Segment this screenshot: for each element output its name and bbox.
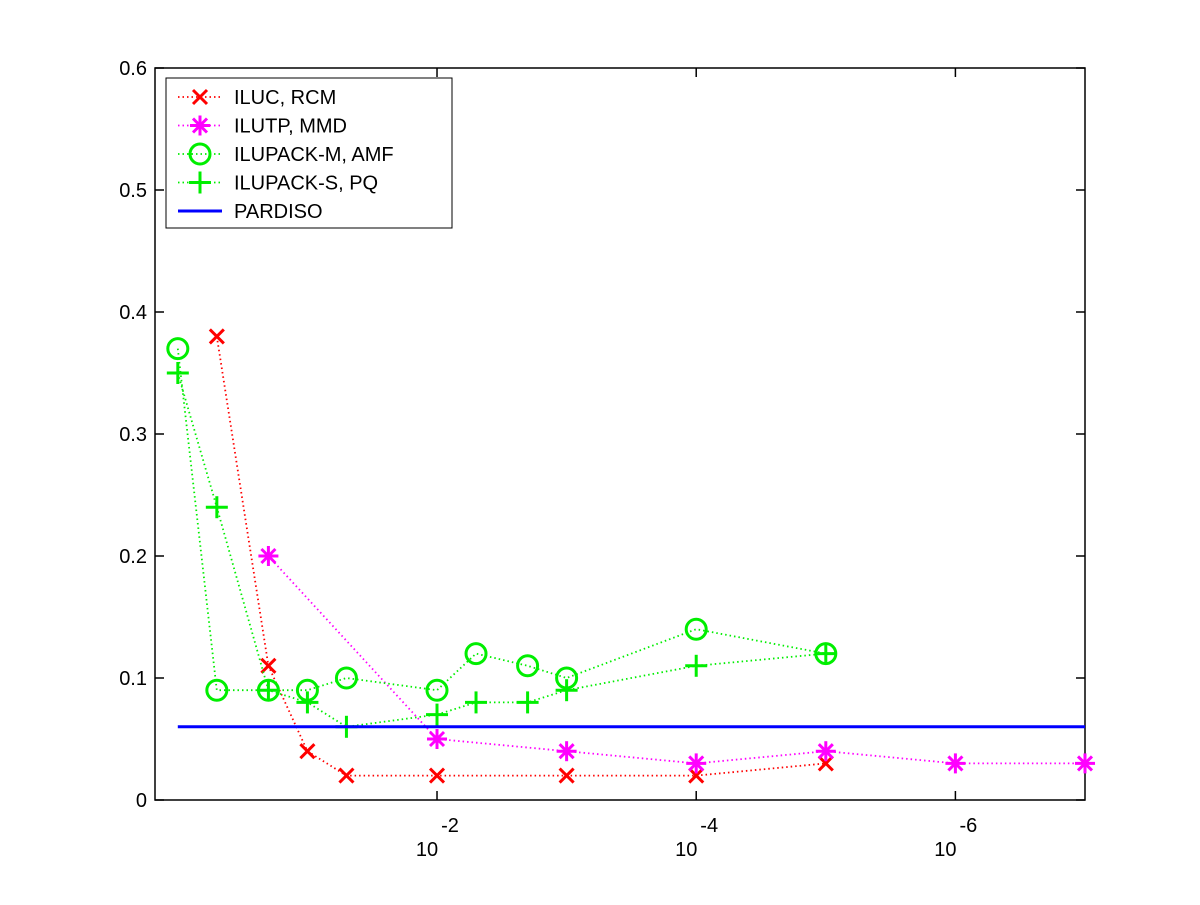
series-line-ilutp-mmd [267, 555, 1085, 765]
data-point-iluc-rcm [299, 743, 316, 760]
legend-marker [191, 88, 209, 106]
data-point-ilupack-s-pq [426, 703, 449, 726]
data-point-ilutp-mmd [1075, 753, 1095, 774]
series-ilutp-mmd [258, 546, 1095, 774]
legend-box [165, 77, 453, 229]
y-tick-label: 0.2 [119, 546, 147, 568]
y-tick-label: 0.3 [119, 424, 147, 446]
y-tick-label: 0.6 [119, 58, 147, 80]
y-tick-label: 0.5 [119, 180, 147, 202]
data-point-ilupack-m-amf [334, 666, 358, 690]
legend-item-ilupack-s-pq: ILUPACK-S, PQ [178, 171, 378, 195]
series-layer [166, 328, 1095, 784]
series-ilupack-m-amf [166, 337, 838, 702]
data-point-ilutp-mmd [427, 729, 448, 749]
data-point-iluc-rcm [817, 755, 834, 772]
series-iluc-rcm [208, 328, 834, 784]
x-tick-label-exponent: -6 [960, 815, 978, 837]
data-point-ilupack-m-amf [166, 337, 190, 361]
series-line-ilupack-s-pq [176, 372, 826, 728]
legend-label: ILUTP, MMD [234, 116, 347, 138]
legend-marker [190, 115, 210, 136]
data-point-iluc-rcm [338, 767, 355, 784]
data-point-iluc-rcm [688, 767, 705, 784]
data-point-ilutp-mmd [815, 741, 836, 762]
data-point-ilutp-mmd [686, 753, 707, 774]
legend-marker [188, 142, 212, 166]
data-point-ilupack-s-pq [296, 691, 319, 714]
data-point-ilupack-s-pq [465, 691, 488, 714]
data-point-ilupack-s-pq [166, 362, 189, 384]
data-point-iluc-rcm [428, 767, 446, 784]
series-line-ilupack-m-amf [176, 348, 826, 692]
x-tick-label-exponent: -4 [700, 815, 718, 837]
legend-item-pardiso: PARDISO [178, 201, 323, 223]
legend-label: ILUPACK-S, PQ [234, 173, 378, 195]
data-point-iluc-rcm [208, 328, 225, 345]
data-point-ilupack-s-pq [814, 642, 837, 665]
data-point-ilupack-s-pq [555, 679, 578, 702]
data-point-ilupack-m-amf [425, 678, 449, 702]
x-tick-label-exponent: -2 [441, 815, 459, 837]
series-line-iluc-rcm [215, 336, 826, 777]
data-point-ilupack-s-pq [205, 496, 228, 519]
x-tick-label-base: 10 [934, 839, 956, 861]
data-point-ilupack-s-pq [516, 691, 539, 714]
legend-item-ilupack-m-amf: ILUPACK-M, AMF [178, 142, 394, 166]
y-tick-label: 0.4 [119, 302, 147, 324]
legend-item-iluc-rcm: ILUC, RCM [178, 87, 336, 109]
data-point-ilupack-s-pq [257, 679, 280, 702]
data-point-iluc-rcm [260, 657, 277, 674]
legend-label: ILUC, RCM [234, 87, 336, 109]
legend-label: ILUPACK-M, AMF [234, 144, 394, 166]
data-point-ilupack-m-amf [684, 617, 708, 641]
data-point-ilutp-mmd [945, 753, 966, 774]
y-tick-label: 0.1 [119, 668, 147, 690]
data-point-ilupack-m-amf [464, 642, 488, 666]
x-tick-label-base: 10 [416, 839, 438, 861]
data-point-ilupack-m-amf [516, 654, 540, 678]
legend-label: PARDISO [234, 201, 323, 223]
data-point-ilutp-mmd [258, 546, 279, 566]
axis-ticks: 00.10.20.30.40.50.610-210-410-6 [119, 58, 1085, 861]
data-point-ilupack-s-pq [685, 654, 708, 677]
legend-item-ilutp-mmd: ILUTP, MMD [178, 115, 347, 138]
x-tick-label-base: 10 [675, 839, 697, 861]
data-point-ilupack-m-amf [205, 678, 229, 702]
data-point-ilutp-mmd [556, 741, 577, 762]
legend: ILUC, RCM ILUTP, MMD ILUPACK-M, AMF ILUPACK… [165, 77, 453, 229]
legend-marker [189, 171, 211, 194]
y-tick-label: 0 [136, 790, 147, 812]
data-point-iluc-rcm [558, 767, 575, 784]
